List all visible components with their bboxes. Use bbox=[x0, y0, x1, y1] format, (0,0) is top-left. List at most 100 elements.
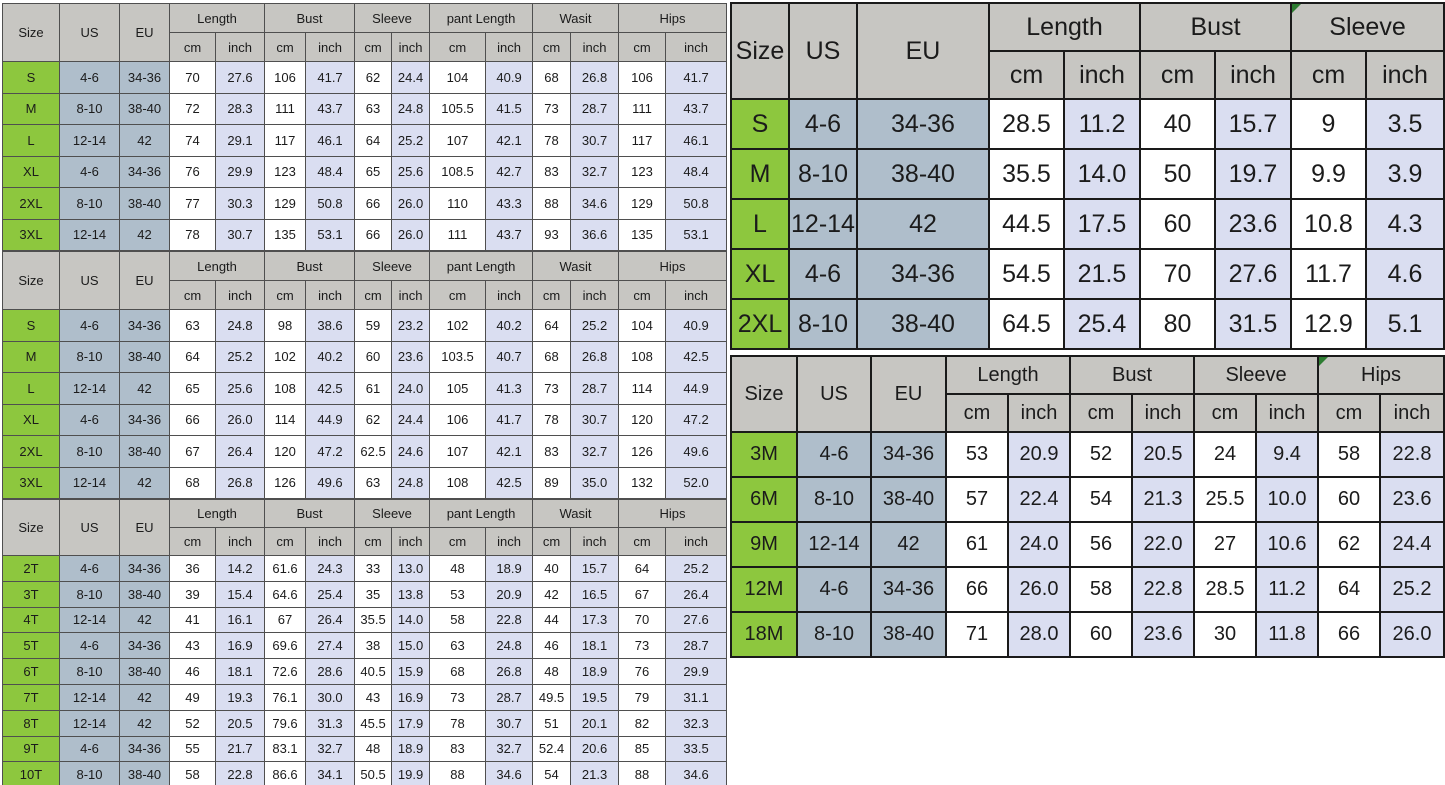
cell-cm-value: 117 bbox=[264, 124, 307, 157]
cell-cm-value: 117 bbox=[618, 124, 667, 157]
cell-size: XL bbox=[730, 248, 790, 300]
cell-cm-value: 53 bbox=[945, 431, 1009, 478]
header-size: Size bbox=[730, 2, 790, 100]
unit-header-inch: inch bbox=[1131, 393, 1196, 433]
cell-size: S bbox=[2, 61, 60, 94]
cell-eu: 38-40 bbox=[119, 340, 170, 373]
group-header-bust: Bust bbox=[264, 499, 356, 528]
cell-cm-value: 49 bbox=[169, 683, 216, 711]
cell-inch-value: 18.9 bbox=[485, 555, 534, 582]
cell-cm-value: 107 bbox=[429, 124, 487, 157]
table-row: 3XL 12-14 42 78 30.7 135 53.1 66 26.0 111 43.7 93 36… bbox=[2, 218, 728, 251]
cell-inch-value: 32.3 bbox=[665, 709, 728, 737]
cell-inch-value: 24.4 bbox=[391, 61, 431, 94]
cell-inch-value: 29.9 bbox=[665, 658, 728, 685]
cell-inch-value: 23.6 bbox=[1379, 476, 1445, 523]
header-size: Size bbox=[2, 3, 60, 62]
unit-header-inch: inch bbox=[1006, 393, 1072, 433]
unit-header-cm: cm bbox=[618, 280, 667, 310]
cell-inch-value: 28.7 bbox=[665, 632, 728, 660]
table-row: L 12-14 42 44.5 17.5 60 23.6 10.8 4.3 bbox=[730, 198, 1445, 250]
table-row: S 4-6 34-36 28.5 11.2 40 15.7 9 3.5 bbox=[730, 98, 1445, 150]
cell-cm-value: 58 bbox=[169, 761, 216, 785]
cell-cm-value: 73 bbox=[532, 92, 572, 125]
cell-eu: 42 bbox=[870, 521, 947, 568]
cell-eu: 34-36 bbox=[119, 155, 170, 188]
cell-inch-value: 42.1 bbox=[485, 124, 534, 157]
cell-eu: 42 bbox=[119, 218, 170, 251]
cell-inch-value: 9.4 bbox=[1255, 431, 1320, 478]
cell-eu: 38-40 bbox=[119, 92, 170, 125]
unit-header-inch: inch bbox=[485, 527, 534, 556]
cell-eu: 34-36 bbox=[119, 309, 170, 342]
cell-eu: 38-40 bbox=[119, 187, 170, 220]
group-header-length: Length bbox=[944, 355, 1072, 395]
cell-cm-value: 40 bbox=[1139, 98, 1216, 150]
table-row: 10T 8-10 38-40 58 22.8 86.6 34.1 50.5 19.9 88 34.6… bbox=[2, 761, 728, 785]
cell-inch-value: 26.0 bbox=[214, 403, 266, 436]
cell-cm-value: 54.5 bbox=[988, 248, 1065, 300]
cell-size: 6T bbox=[2, 658, 60, 685]
unit-header-row: cm inch cm inch cm inch cm inch cm inch cm inch bbox=[3, 32, 728, 62]
cell-inch-value: 22.8 bbox=[485, 606, 534, 634]
group-header-length: Length bbox=[168, 3, 266, 33]
table-row: XL 4-6 34-36 54.5 21.5 70 27.6 11.7 4.6 bbox=[730, 248, 1445, 300]
cell-size: S bbox=[2, 309, 60, 342]
cell-inch-value: 43.7 bbox=[665, 92, 728, 125]
header-eu: EU bbox=[119, 499, 170, 556]
cell-cm-value: 63 bbox=[429, 632, 487, 660]
cell-cm-value: 46 bbox=[532, 632, 572, 660]
cell-size: 3M bbox=[730, 431, 798, 478]
unit-header-row: cm inch cm inch cm inch cm inch cm inch cm inch bbox=[3, 280, 728, 310]
cell-eu: 34-36 bbox=[856, 98, 990, 150]
cell-inch-value: 28.7 bbox=[570, 92, 620, 125]
group-header-sleeve: Sleeve bbox=[354, 499, 431, 528]
cell-cm-value: 54 bbox=[532, 761, 572, 785]
cell-cm-value: 129 bbox=[264, 187, 307, 220]
cell-cm-value: 80 bbox=[1139, 298, 1216, 350]
cell-cm-value: 12.9 bbox=[1290, 298, 1367, 350]
cell-inch-value: 5.1 bbox=[1364, 298, 1445, 350]
cell-inch-value: 53.1 bbox=[305, 218, 356, 251]
table-row: 2XL 8-10 38-40 64.5 25.4 80 31.5 12.9 5.1 bbox=[730, 298, 1445, 350]
cell-cm-value: 52.4 bbox=[532, 735, 572, 763]
cell-cm-value: 108 bbox=[429, 466, 487, 499]
cell-inch-value: 49.6 bbox=[665, 435, 728, 468]
cell-us: 12-14 bbox=[59, 466, 120, 499]
cell-size: 5T bbox=[2, 632, 60, 660]
cell-cm-value: 62 bbox=[354, 403, 393, 436]
group-header-length: Length bbox=[168, 251, 266, 281]
table-row: 3T 8-10 38-40 39 15.4 64.6 25.4 35 13.8 53 20.9 42 1… bbox=[2, 580, 728, 608]
cell-cm-value: 66 bbox=[354, 187, 393, 220]
cell-inch-value: 38.6 bbox=[305, 309, 356, 342]
cell-us: 12-14 bbox=[59, 709, 120, 737]
unit-header-cm: cm bbox=[169, 527, 216, 556]
cell-inch-value: 34.6 bbox=[485, 761, 534, 785]
group-header-hips: Hips bbox=[618, 499, 728, 528]
cell-inch-value: 26.0 bbox=[391, 187, 431, 220]
cell-inch-value: 24.6 bbox=[391, 435, 431, 468]
cell-cm-value: 62 bbox=[354, 61, 393, 94]
cell-inch-value: 47.2 bbox=[305, 435, 356, 468]
cell-inch-value: 19.5 bbox=[570, 683, 620, 711]
cell-cm-value: 68 bbox=[429, 658, 487, 685]
cell-cm-value: 106 bbox=[264, 61, 307, 94]
cell-cm-value: 64 bbox=[1317, 566, 1382, 613]
cell-inch-value: 26.8 bbox=[214, 466, 266, 499]
table-row: 6T 8-10 38-40 46 18.1 72.6 28.6 40.5 15.9 68 26.8 4… bbox=[2, 658, 728, 685]
table-row: 5T 4-6 34-36 43 16.9 69.6 27.4 38 15.0 63 24.8 46 18… bbox=[2, 632, 728, 660]
cell-us: 4-6 bbox=[788, 98, 858, 150]
cell-size: 3T bbox=[2, 580, 60, 608]
cell-inch-value: 40.2 bbox=[305, 340, 356, 373]
cell-inch-value: 30.0 bbox=[305, 683, 356, 711]
cell-cm-value: 62 bbox=[1317, 521, 1382, 568]
cell-inch-value: 20.6 bbox=[570, 735, 620, 763]
header-eu: EU bbox=[856, 2, 990, 100]
cell-cm-value: 53 bbox=[429, 580, 487, 608]
green-corner-marker bbox=[1293, 5, 1301, 13]
cell-cm-value: 28.5 bbox=[1193, 566, 1258, 613]
cell-inch-value: 36.6 bbox=[570, 218, 620, 251]
unit-header-cm: cm bbox=[945, 393, 1009, 433]
cell-cm-value: 103.5 bbox=[429, 340, 487, 373]
unit-header-inch: inch bbox=[665, 32, 728, 62]
